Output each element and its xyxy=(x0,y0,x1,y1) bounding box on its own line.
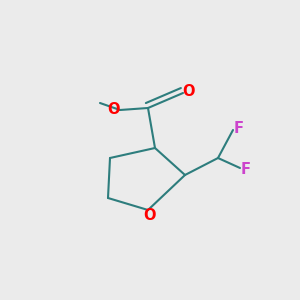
Text: O: O xyxy=(107,102,120,117)
Text: F: F xyxy=(233,121,243,136)
Text: O: O xyxy=(143,208,156,223)
Text: O: O xyxy=(182,84,195,99)
Text: F: F xyxy=(240,162,250,177)
